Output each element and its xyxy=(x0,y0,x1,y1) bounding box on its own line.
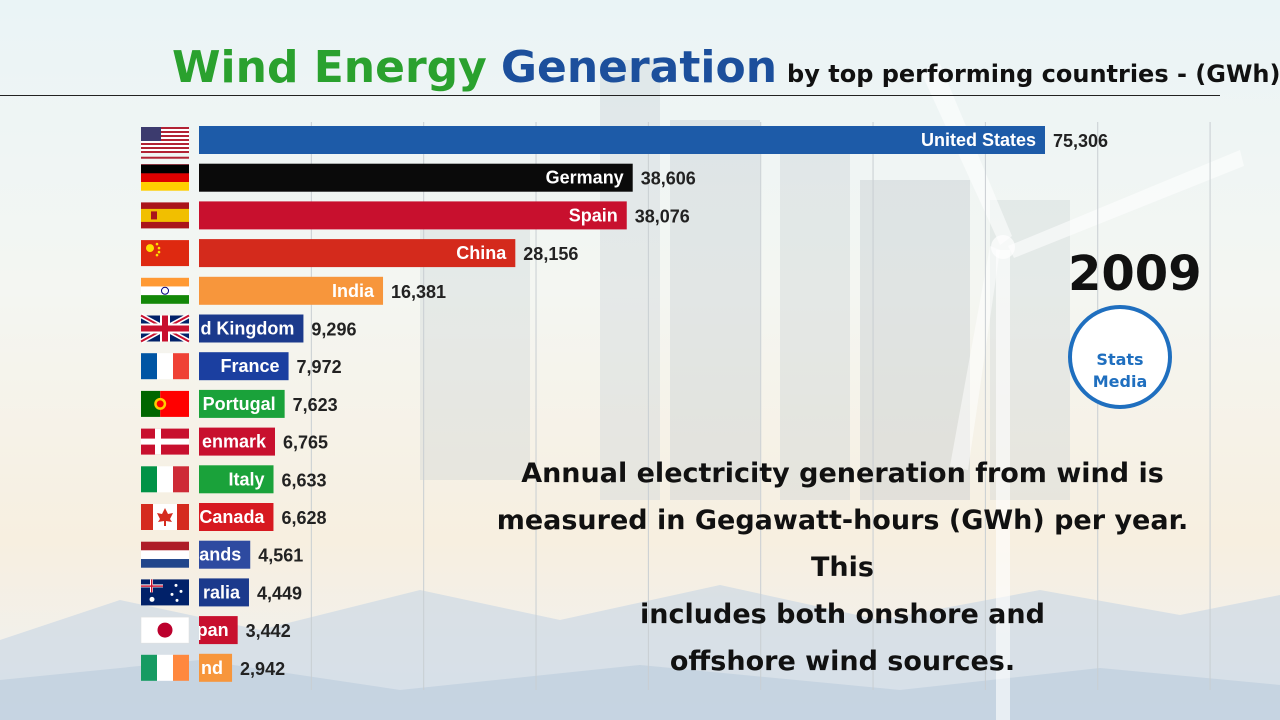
uk-flag-icon xyxy=(139,313,191,344)
title-part-1: Wind Energy xyxy=(172,42,487,93)
bar xyxy=(199,389,285,418)
bar-value-label: 2,942 xyxy=(240,659,285,679)
bar xyxy=(199,427,275,456)
bar-category-label: Germany xyxy=(546,168,624,188)
bar-value-label: 38,076 xyxy=(635,206,690,226)
australia-flag-icon xyxy=(141,579,189,606)
year-label: 2009 xyxy=(1068,246,1202,302)
china-flag-icon xyxy=(141,240,189,267)
bar-category-label: China xyxy=(456,243,507,263)
bar-category-label: India xyxy=(332,281,375,301)
bar xyxy=(199,276,384,305)
bar xyxy=(199,163,633,192)
netherlands-flag-icon xyxy=(141,541,189,568)
france-flag-icon xyxy=(141,353,189,380)
bar xyxy=(199,126,1045,154)
logo-line-2: Media xyxy=(1092,372,1148,391)
bar xyxy=(199,540,251,569)
bar-category-label: United States xyxy=(921,130,1036,150)
logo-line-1: Stats xyxy=(1096,350,1144,369)
bar-value-label: 6,628 xyxy=(281,508,326,528)
bar-value-label: 4,449 xyxy=(257,583,302,603)
bar-category-label: Italy xyxy=(228,469,264,489)
bar-value-label: 28,156 xyxy=(523,244,578,264)
bar-value-label: 6,633 xyxy=(282,470,327,490)
bar-value-label: 9,296 xyxy=(311,320,356,340)
bar xyxy=(199,616,238,645)
bar-value-label: 7,623 xyxy=(293,395,338,415)
ireland-flag-icon xyxy=(141,654,189,681)
bar-category-label: pan xyxy=(197,620,229,640)
bar-value-label: 38,606 xyxy=(641,169,696,189)
bar-category-label: Spain xyxy=(569,205,618,225)
chart-title: Wind Energy Generation by top performing… xyxy=(172,42,1280,100)
bar xyxy=(199,653,233,682)
bar-value-label: 4,561 xyxy=(258,546,303,566)
bar-value-label: 75,306 xyxy=(1053,131,1108,151)
bar-value-label: 7,972 xyxy=(297,357,342,377)
bar-category-label: France xyxy=(221,356,280,376)
bar-category-label: d Kingdom xyxy=(200,319,294,339)
denmark-flag-icon xyxy=(141,428,189,455)
title-subtitle: by top performing countries - (GWh) xyxy=(787,60,1280,88)
title-part-2: Generation xyxy=(500,42,778,93)
bar-value-label: 3,442 xyxy=(246,621,291,641)
bar-category-label: nd xyxy=(201,658,223,678)
bar-value-label: 6,765 xyxy=(283,433,328,453)
italy-flag-icon xyxy=(141,466,189,493)
title-divider xyxy=(0,95,1220,96)
spain-flag-icon xyxy=(141,202,189,229)
japan-flag-icon xyxy=(140,616,190,644)
stats-media-logo: Stats Media xyxy=(1068,305,1172,409)
bar xyxy=(199,465,274,494)
bar xyxy=(199,314,304,343)
bar-category-label: Canada xyxy=(199,507,265,527)
bar xyxy=(199,578,249,607)
note-line-3: includes both onshore and xyxy=(640,599,1045,630)
bar xyxy=(199,503,274,531)
bar xyxy=(199,201,627,230)
india-flag-icon xyxy=(141,277,189,304)
bar-value-label: 16,381 xyxy=(391,282,446,302)
note-line-4: offshore wind sources. xyxy=(669,646,1016,677)
bar xyxy=(199,239,516,268)
note-line-2: measured in Gegawatt-hours (GWh) per yea… xyxy=(496,505,1189,583)
bar-category-label: ands xyxy=(199,545,241,565)
note-line-1: Annual electricity generation from wind … xyxy=(521,458,1164,489)
bar-category-label: enmark xyxy=(202,432,267,452)
bar-category-label: Portugal xyxy=(203,394,276,414)
germany-flag-icon xyxy=(141,164,189,191)
portugal-flag-icon xyxy=(141,390,189,417)
bar-category-label: ralia xyxy=(203,582,241,602)
canada-flag-icon xyxy=(141,504,189,530)
description-note: Annual electricity generation from wind … xyxy=(470,450,1215,685)
bar xyxy=(199,352,289,381)
